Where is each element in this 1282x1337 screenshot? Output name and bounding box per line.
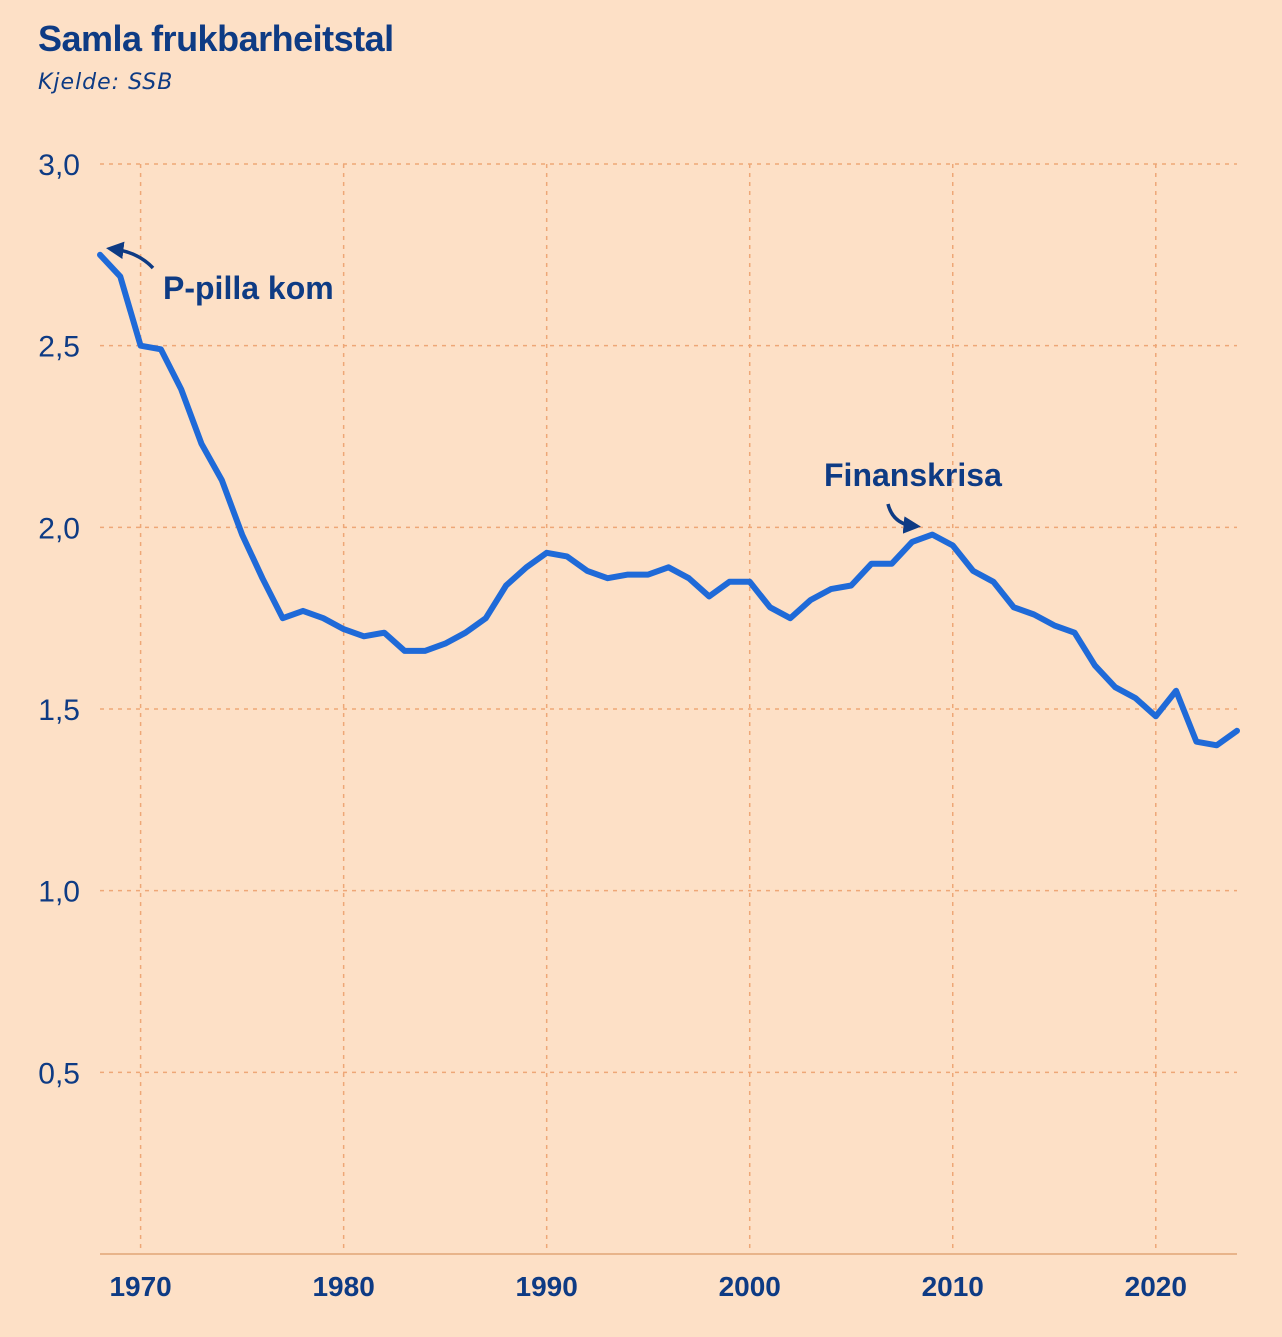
x-tick-label: 1970 [109,1271,171,1302]
y-tick-label: 0,5 [38,1057,80,1090]
x-tick-label: 2010 [922,1271,984,1302]
y-tick-label: 2,0 [38,512,80,545]
finanskrisa-arrow [886,503,921,534]
y-tick-label: 2,5 [38,331,80,364]
x-axis-ticks: 1970 1980 1990 2000 2010 2020 [109,1271,1186,1302]
x-tick-label: 2000 [719,1271,781,1302]
y-tick-label: 1,0 [38,876,80,909]
x-tick-label: 2020 [1125,1271,1187,1302]
y-tick-label: 1,5 [38,694,80,727]
x-tick-label: 1980 [312,1271,374,1302]
chart-title: Samla frukbarheitstal [38,18,394,59]
x-tick-label: 1990 [516,1271,578,1302]
grid [100,163,1237,1254]
series-line [97,251,1240,749]
y-tick-label: 3,0 [38,149,80,182]
chart-source: Kjelde: SSB [38,70,174,95]
annotation-p-pilla: P-pilla kom [163,270,334,306]
annotation-finanskrisa: Finanskrisa [824,457,1002,493]
p-pilla-arrow [106,241,155,270]
y-axis-ticks: 3,0 2,5 2,0 1,5 1,0 0,5 [38,149,80,1090]
